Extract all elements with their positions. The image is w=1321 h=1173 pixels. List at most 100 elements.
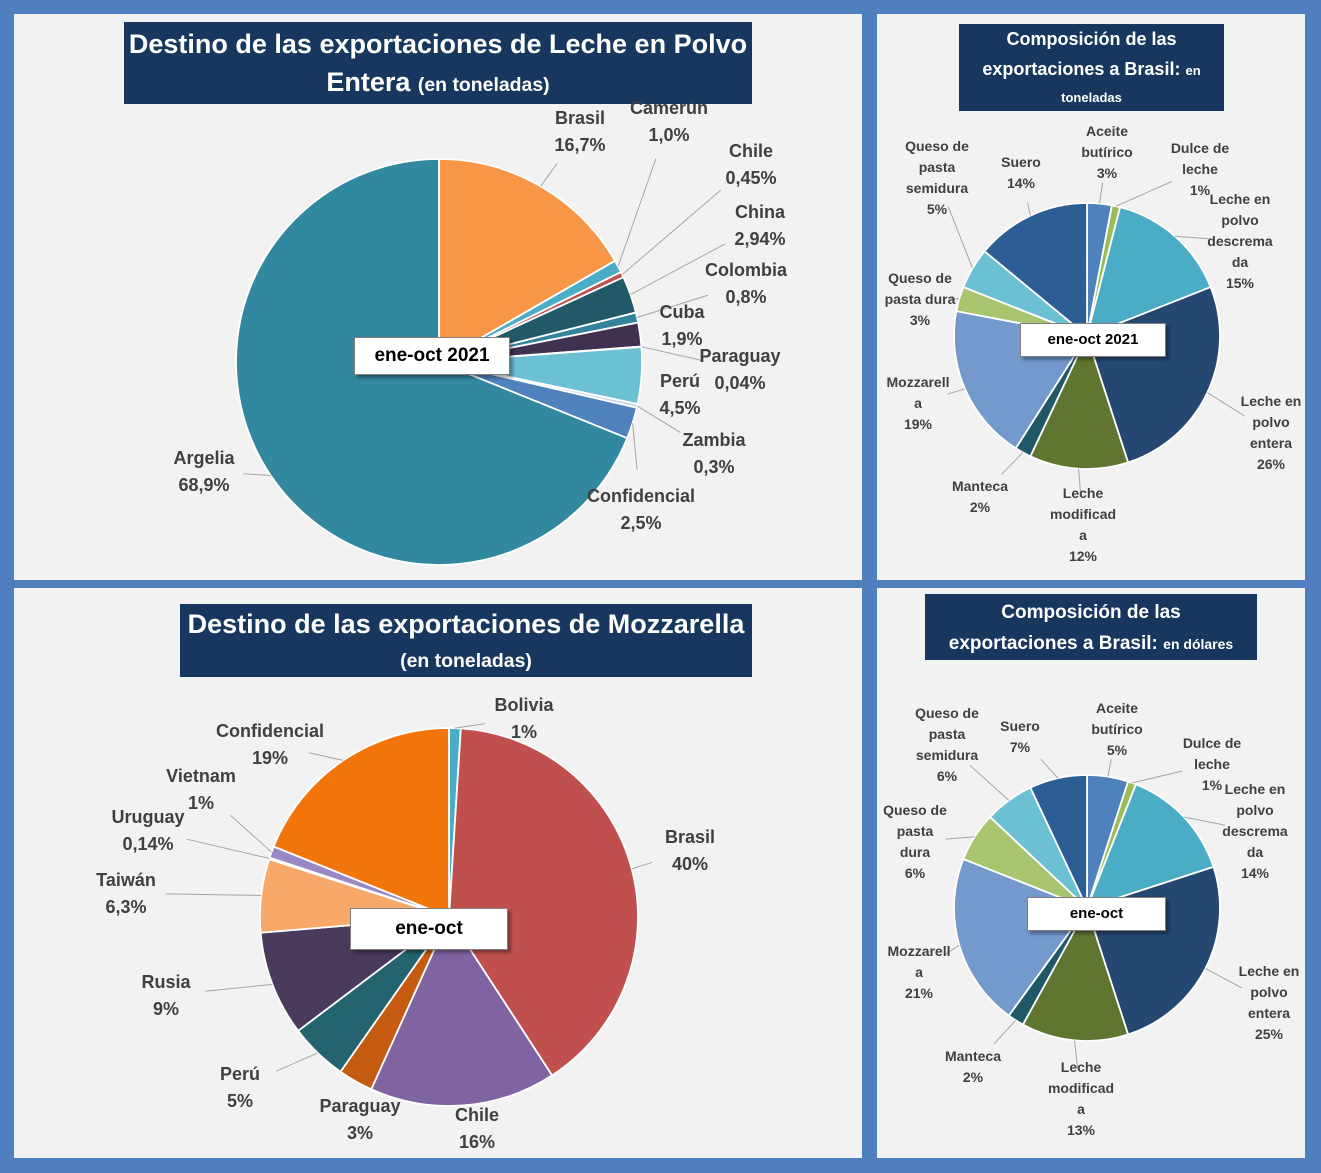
data-label-leche-en-polvo-descremada: Leche en polvo descrema da 15%: [1207, 191, 1273, 291]
leader-line-manteca: [993, 1019, 1017, 1045]
leader-line-confidencial: [632, 423, 638, 470]
chart-title: Destino de las exportaciones de Leche en…: [124, 22, 752, 104]
leader-line-mozzarella: [944, 944, 960, 956]
leader-lines: [165, 723, 653, 1072]
leader-line-camerun: [617, 158, 657, 267]
data-label-queso-de-pasta-dura: Queso de pasta dura 3%: [885, 270, 956, 328]
data-label-uruguay: Uruguay 0,14%: [111, 807, 184, 854]
leader-line-queso-de-pasta-semidura: [969, 764, 1010, 801]
data-label-mozzarella: Mozzarell a 19%: [886, 374, 949, 432]
data-label-queso-de-pasta-dura: Queso de pasta dura 6%: [883, 802, 947, 881]
data-label-confidencial: Confidencial 19%: [216, 721, 324, 768]
leader-line-paraguay: [641, 346, 702, 361]
pie-slices: [259, 727, 639, 1107]
leader-line-suero: [1027, 202, 1031, 216]
leader-line-manteca: [1001, 452, 1024, 475]
leader-line-bolivia: [454, 723, 485, 729]
data-label-brasil: Brasil 40%: [665, 827, 715, 874]
leader-lines: [947, 181, 1246, 494]
leader-line-uruguay: [186, 838, 270, 859]
data-label-dulce-de-leche: Dulce de leche 1%: [1171, 140, 1230, 198]
data-label-paraguay: Paraguay 0,04%: [699, 346, 780, 393]
leader-lines: [243, 158, 726, 476]
data-label-leche-en-polvo-entera: Leche en polvo entera 26%: [1241, 393, 1302, 472]
data-label-brasil: Brasil 16,7%: [554, 108, 605, 155]
data-label-leche-en-polvo-descremada: Leche en polvo descrema da 14%: [1222, 781, 1288, 881]
data-label-bolivia: Bolivia 1%: [494, 695, 554, 742]
data-label-mozzarella: Mozzarell a 21%: [887, 943, 950, 1001]
period-badge: ene-oct: [1027, 897, 1166, 931]
pie-slice-suero: [1029, 774, 1088, 909]
data-label-queso-de-pasta-semidura: Queso de pasta semidura 6%: [915, 705, 979, 784]
pie-slice-brasil: [438, 158, 617, 364]
leader-line-leche-en-polvo-descremada: [1174, 235, 1210, 240]
leader-line-brasil: [540, 163, 558, 187]
data-label-paraguay: Paraguay 3%: [319, 1096, 400, 1143]
leader-line-chile: [621, 189, 722, 275]
leader-line-confidencial: [308, 752, 344, 761]
chart-title: Composición de las exportaciones a Brasi…: [959, 24, 1224, 111]
data-label-leche-modificada: Leche modificad a 12%: [1050, 485, 1116, 564]
leader-line-vietnam: [230, 815, 272, 853]
leader-line-taiwan: [165, 893, 262, 896]
chart-title-line2: exportaciones a Brasil:: [948, 633, 1158, 654]
leader-line-leche-modificada: [1074, 1040, 1079, 1069]
leader-line-queso-de-pasta-semidura: [947, 206, 973, 269]
data-label-aceite-butirico: Aceite butírico 5%: [1091, 700, 1142, 758]
data-label-cuba: Cuba 1,9%: [660, 302, 706, 349]
chart-title-small: en dólares: [1163, 636, 1234, 652]
data-label-suero: Suero 7%: [1000, 718, 1040, 755]
chart-panel-composicion-dolares: Composición de las exportaciones a Brasi…: [877, 588, 1305, 1158]
leader-line-argelia: [243, 473, 271, 476]
chart-subtitle: (en toneladas): [400, 650, 532, 672]
chart-panel-leche-polvo-entera: Destino de las exportaciones de Leche en…: [14, 14, 862, 580]
chart-title-line1: Composición de las: [1001, 602, 1181, 623]
data-labels: Bolivia 1% Brasil 40% Chile 16% Paraguay 3% Perú…: [96, 695, 715, 1152]
chart-title: Destino de las exportaciones de Mozzarel…: [180, 604, 752, 677]
pie-slices: [235, 158, 643, 566]
data-label-aceite-butirico: Aceite butírico 3%: [1081, 123, 1132, 181]
data-labels: Aceite butírico 3%Dulce de leche 1%Leche en p…: [885, 123, 1302, 564]
data-label-zambia: Zambia 0,3%: [682, 430, 746, 477]
pie-chart: Bolivia 1% Brasil 40% Chile 16% Paraguay 3% Perú…: [96, 695, 715, 1152]
data-label-dulce-de-leche: Dulce de leche 1%: [1183, 735, 1242, 793]
data-label-peru: Perú 4,5%: [659, 371, 700, 418]
leader-line-aceite-butirico: [1099, 182, 1104, 204]
leader-line-brasil: [631, 861, 653, 870]
pie-slice-suero: [983, 202, 1088, 338]
pie-slice-chile: [370, 915, 554, 1107]
chart-title-small: en: [1185, 63, 1201, 78]
data-label-rusia: Rusia 9%: [141, 972, 191, 1019]
leader-line-leche-en-polvo-entera: [1207, 392, 1246, 417]
leader-line-china: [630, 243, 726, 296]
data-label-suero: Suero 14%: [1001, 154, 1041, 191]
pie-slice-leche-modificada: [1029, 333, 1130, 470]
chart-title-line2: exportaciones a Brasil:: [982, 59, 1181, 79]
leader-line-leche-en-polvo-descremada: [1183, 816, 1225, 826]
chart-title-line1: Destino de las exportaciones de Mozzarel…: [187, 609, 745, 639]
data-label-peru: Perú 5%: [220, 1064, 260, 1111]
data-labels: Aceite butírico 5% Dulce de leche 1% Leche en p…: [883, 700, 1299, 1138]
data-label-manteca: Manteca 2%: [945, 1048, 1001, 1085]
period-badge: ene-oct: [350, 908, 508, 950]
chart-title-line1: Composición de las: [1006, 29, 1177, 49]
leader-lines: [944, 758, 1243, 1069]
data-label-china: China 2,94%: [734, 202, 786, 249]
leader-line-dulce-de-leche: [1115, 181, 1173, 207]
chart-title-line3: toneladas: [1061, 90, 1122, 105]
chart-panel-composicion-toneladas: Composición de las exportaciones a Brasi…: [877, 14, 1305, 580]
leader-line-peru: [275, 1052, 318, 1072]
chart-title: Composición de las exportaciones a Brasi…: [925, 594, 1257, 660]
leader-line-leche-modificada: [1078, 468, 1082, 494]
data-label-colombia: Colombia 0,8%: [705, 260, 788, 307]
pie-chart: Aceite butírico 3%Dulce de leche 1%Leche en p…: [885, 123, 1302, 564]
leader-line-zambia: [636, 405, 681, 433]
chart-title-line2: Entera: [326, 67, 411, 97]
leader-line-leche-en-polvo-entera: [1205, 967, 1243, 989]
chart-subtitle: (en toneladas): [417, 74, 550, 96]
leader-line-rusia: [205, 983, 273, 992]
data-label-leche-en-polvo-entera: Leche en polvo entera 25%: [1239, 963, 1300, 1042]
period-badge: ene-oct 2021: [354, 337, 510, 375]
data-label-vietnam: Vietnam 1%: [166, 766, 236, 813]
leader-line-mozzarella: [947, 388, 966, 395]
